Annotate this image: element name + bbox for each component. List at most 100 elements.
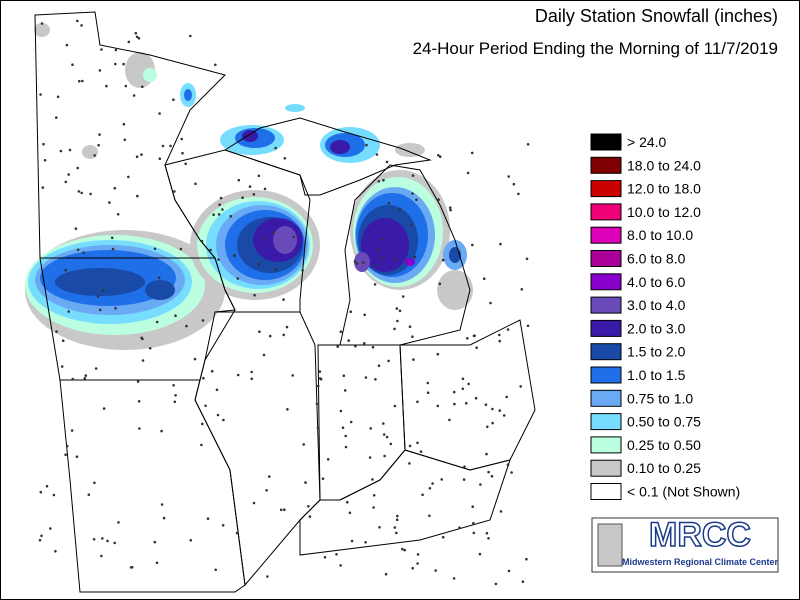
station-dot bbox=[387, 359, 390, 363]
station-dot bbox=[374, 378, 377, 381]
station-dot bbox=[160, 503, 164, 506]
station-dot bbox=[137, 400, 141, 403]
station-dot bbox=[116, 213, 120, 216]
station-dot bbox=[158, 112, 161, 115]
station-dot bbox=[94, 367, 98, 370]
station-dot bbox=[189, 539, 193, 542]
station-dot bbox=[335, 553, 338, 556]
station-dot bbox=[307, 505, 310, 508]
station-dot bbox=[250, 377, 253, 381]
station-dot bbox=[506, 463, 510, 467]
station-dot bbox=[87, 493, 91, 497]
legend-swatch bbox=[590, 296, 622, 314]
station-dot bbox=[155, 320, 159, 324]
legend-label: 3.0 to 4.0 bbox=[627, 297, 686, 313]
station-dot bbox=[466, 337, 469, 340]
station-dot bbox=[67, 310, 70, 313]
station-dot bbox=[174, 314, 177, 318]
station-dot bbox=[485, 531, 489, 535]
legend: > 24.0 18.0 to 24.0 12.0 to 18.0 10.0 to 12… bbox=[590, 133, 740, 500]
station-dot bbox=[507, 175, 511, 178]
station-dot bbox=[258, 330, 261, 334]
station-dot bbox=[41, 186, 45, 189]
snowfall-area bbox=[145, 280, 175, 300]
station-dot bbox=[180, 137, 183, 141]
station-dot bbox=[491, 407, 494, 411]
station-dot bbox=[241, 196, 244, 199]
station-dot bbox=[114, 62, 117, 66]
station-dot bbox=[494, 582, 498, 586]
station-dot bbox=[264, 236, 267, 240]
station-dot bbox=[347, 339, 351, 342]
station-dot bbox=[363, 342, 366, 345]
station-dot bbox=[474, 396, 478, 400]
station-dot bbox=[461, 387, 465, 391]
station-dot bbox=[316, 426, 320, 430]
legend-label: 0.10 to 0.25 bbox=[627, 460, 701, 476]
station-dot bbox=[217, 213, 221, 216]
station-dot bbox=[134, 31, 138, 35]
station-dot bbox=[233, 254, 236, 258]
station-dot bbox=[398, 309, 402, 313]
snowfall-area bbox=[354, 252, 370, 272]
station-dot bbox=[218, 203, 221, 206]
station-dot bbox=[64, 180, 68, 184]
snowfall-area bbox=[184, 89, 192, 101]
snowfall-area bbox=[395, 143, 425, 157]
station-dot bbox=[416, 562, 419, 565]
station-dot bbox=[71, 377, 75, 381]
station-dot bbox=[200, 239, 204, 243]
station-dot bbox=[419, 450, 423, 453]
station-dot bbox=[421, 493, 424, 497]
station-dot bbox=[364, 541, 367, 544]
station-dot bbox=[141, 85, 144, 89]
station-dot bbox=[510, 471, 513, 474]
station-dot bbox=[84, 374, 88, 377]
station-dot bbox=[375, 263, 378, 267]
station-dot bbox=[499, 242, 502, 246]
station-dot bbox=[365, 143, 368, 147]
station-dot bbox=[396, 514, 399, 518]
station-dot bbox=[184, 162, 187, 166]
station-dot bbox=[336, 345, 340, 348]
station-dot bbox=[484, 403, 488, 407]
station-dot bbox=[411, 566, 415, 570]
station-dot bbox=[268, 334, 272, 338]
station-dot bbox=[453, 402, 456, 406]
station-dot bbox=[472, 521, 475, 525]
station-dot bbox=[274, 146, 278, 150]
station-dot bbox=[368, 456, 372, 459]
station-dot bbox=[490, 474, 494, 478]
legend-swatch bbox=[590, 319, 622, 337]
station-dot bbox=[428, 514, 431, 518]
station-dot bbox=[431, 482, 434, 485]
station-dot bbox=[416, 441, 419, 445]
station-dot bbox=[174, 394, 177, 397]
station-dot bbox=[257, 174, 261, 178]
station-dot bbox=[282, 333, 286, 337]
station-dot bbox=[428, 487, 432, 490]
station-dot bbox=[449, 208, 452, 212]
station-dot bbox=[426, 391, 430, 395]
station-dot bbox=[283, 157, 287, 160]
station-dot bbox=[344, 434, 348, 438]
station-dot bbox=[215, 388, 219, 392]
station-dot bbox=[339, 330, 343, 334]
station-dot bbox=[98, 308, 102, 312]
logo: MRCC Midwestern Regional Climate Center bbox=[591, 515, 779, 573]
snowfall-areas bbox=[25, 23, 473, 350]
station-dot bbox=[55, 330, 58, 333]
station-dot bbox=[426, 381, 430, 385]
station-dot bbox=[465, 401, 468, 405]
station-dot bbox=[395, 531, 398, 535]
station-dot bbox=[489, 301, 492, 305]
station-dot bbox=[462, 478, 466, 481]
station-dot bbox=[396, 319, 399, 323]
station-dot bbox=[172, 384, 175, 387]
station-dot bbox=[181, 151, 184, 155]
station-dot bbox=[377, 180, 381, 183]
station-dot bbox=[158, 157, 162, 160]
station-dot bbox=[408, 325, 412, 329]
legend-swatch bbox=[590, 413, 622, 431]
station-dot bbox=[398, 208, 402, 211]
